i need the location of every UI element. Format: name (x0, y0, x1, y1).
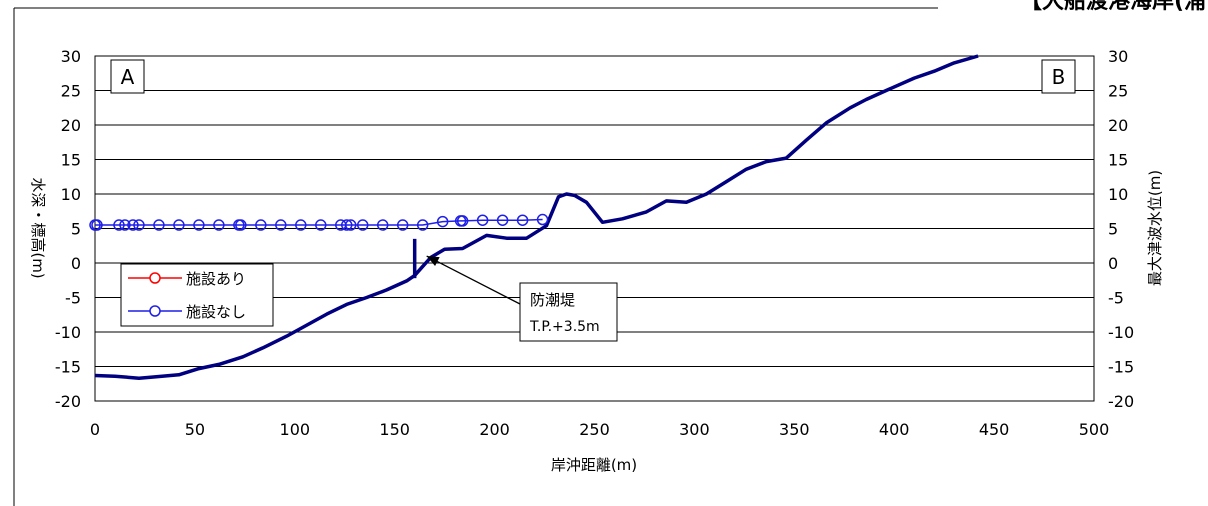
y-tick-label-right: -20 (1108, 392, 1134, 411)
y-tick-label-right: 20 (1108, 116, 1128, 135)
annotation-line1: 防潮堤 (530, 291, 575, 309)
legend: 施設あり 施設なし (120, 263, 274, 327)
terrain-profile (94, 54, 979, 380)
y-tick-label-left: 25 (61, 82, 81, 101)
x-tick-label: 500 (1079, 420, 1110, 439)
series-point (416, 219, 429, 231)
y-tick-label-right: -5 (1108, 289, 1124, 308)
y-tick-label-right: -15 (1108, 358, 1134, 377)
series-point (315, 219, 327, 231)
series-point (376, 219, 389, 231)
series-point (119, 219, 131, 231)
y-tick-label-left: -20 (55, 392, 81, 411)
y-tick-label-right: -10 (1108, 323, 1134, 342)
x-tick-label: 0 (90, 420, 100, 439)
y-tick-label-left: 30 (61, 47, 81, 66)
series-point (255, 219, 267, 231)
y-tick-label-left: 10 (61, 185, 81, 204)
y-tick-label-right: 15 (1108, 151, 1128, 170)
y-tick-label-right: 25 (1108, 82, 1128, 101)
x-tick-label: 50 (185, 420, 205, 439)
series-point (153, 219, 165, 231)
series-point (516, 214, 529, 226)
series-point (193, 219, 205, 231)
series-point (91, 219, 103, 231)
label-b: B (1052, 65, 1066, 89)
legend-marker-without-facility (149, 305, 161, 317)
x-tick-label: 300 (679, 420, 710, 439)
y-tick-label-left: 5 (71, 220, 81, 239)
y-axis-left-ticks: 30 25 20 15 10 5 0 -5 -10 -15 -20 (55, 47, 81, 411)
series-point (295, 219, 307, 231)
page-title-fragment: 【大船渡港海岸(浦 (1020, 0, 1206, 14)
y-tick-label-left: -10 (55, 323, 81, 342)
series-point (344, 219, 357, 231)
x-axis-label: 岸沖距離(m) (551, 456, 637, 474)
x-tick-label: 200 (479, 420, 510, 439)
series-layer (89, 213, 549, 231)
series-point (213, 219, 225, 231)
series-point (275, 219, 287, 231)
x-tick-label: 100 (280, 420, 311, 439)
x-tick-label: 150 (379, 420, 410, 439)
y-tick-label-left: 0 (71, 254, 81, 273)
x-tick-label: 250 (579, 420, 610, 439)
y-tick-label-right: 5 (1108, 220, 1118, 239)
y-tick-label-left: 20 (61, 116, 81, 135)
series-point (496, 214, 509, 226)
x-tick-label: 450 (979, 420, 1010, 439)
series-point (536, 213, 549, 226)
annotation-line2: T.P.+3.5m (529, 319, 600, 335)
series-point (476, 214, 489, 226)
y-tick-label-right: 10 (1108, 185, 1128, 204)
seawall-annotation: 防潮堤 T.P.+3.5m (426, 255, 618, 342)
x-tick-label: 400 (879, 420, 910, 439)
legend-label-with-facility: 施設あり (186, 270, 246, 288)
legend-label-without-facility: 施設なし (186, 303, 246, 321)
label-b-box (1041, 59, 1076, 94)
y-tick-label-right: 30 (1108, 47, 1128, 66)
y-axis-right-label: 最大津波水位(m) (1146, 170, 1164, 286)
annotation-box (519, 282, 618, 342)
legend-box (120, 263, 274, 327)
x-tick-label: 350 (779, 420, 810, 439)
y-tick-label-left: 15 (61, 151, 81, 170)
legend-marker-with-facility (149, 272, 161, 284)
series-point (113, 219, 125, 231)
annotation-arrow-line (426, 255, 521, 305)
series-point (356, 219, 369, 231)
label-a-box (110, 59, 145, 94)
y-axis-left-label: 水深・標高(m) (29, 177, 47, 278)
y-tick-label-left: -15 (55, 358, 81, 377)
series-point (396, 219, 409, 231)
annotation-arrowhead (426, 256, 440, 267)
series-point (436, 215, 449, 228)
series-point (127, 219, 139, 231)
x-axis-ticks: 0 50 100 150 200 250 300 350 400 450 500 (90, 420, 1109, 439)
y-tick-label-left: -5 (65, 289, 81, 308)
series-point (456, 215, 469, 227)
label-a: A (121, 65, 135, 89)
series-point (235, 219, 247, 231)
series-point (133, 219, 145, 231)
series-point (340, 219, 353, 231)
terrain-line (94, 54, 979, 380)
y-tick-label-right: 0 (1108, 254, 1118, 273)
y-axis-right-ticks: 30 25 20 15 10 5 0 -5 -10 -15 -20 (1108, 47, 1134, 411)
series-point (173, 219, 185, 231)
